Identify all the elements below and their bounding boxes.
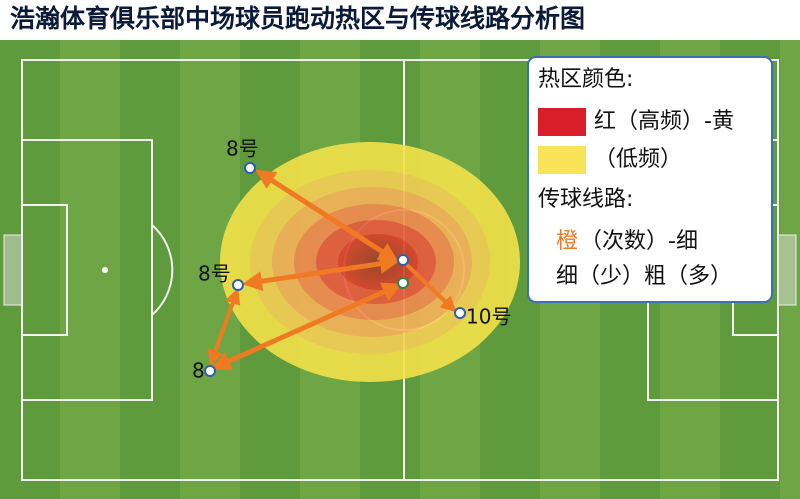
title: 浩瀚体育俱乐部中场球员跑动热区与传球线路分析图 — [10, 4, 585, 33]
legend-text: （次数）-细 — [580, 229, 698, 254]
goal — [3, 234, 797, 306]
legend-text: （低频） — [594, 147, 682, 172]
player-label: 8号 — [198, 262, 231, 286]
legend-text: 红（高频）-黄 — [594, 109, 734, 134]
title-bar — [0, 0, 800, 40]
legend-heading: 热区颜色: — [538, 67, 633, 92]
player-dots — [204, 162, 466, 377]
legend: 热区颜色: 红（高频）-黄 （低频） 传球线路: 橙 （次数）-细 细（少）粗（… — [527, 56, 773, 303]
legend-heading: 传球线路: — [538, 187, 633, 212]
player-label: 10号 — [466, 305, 511, 329]
legend-text: 橙 — [556, 229, 578, 254]
player-label: 8号 — [226, 137, 259, 161]
player-label: 8 — [192, 359, 205, 383]
legend-text: 细（少）粗（多） — [556, 264, 732, 289]
pass-lines — [207, 169, 457, 371]
